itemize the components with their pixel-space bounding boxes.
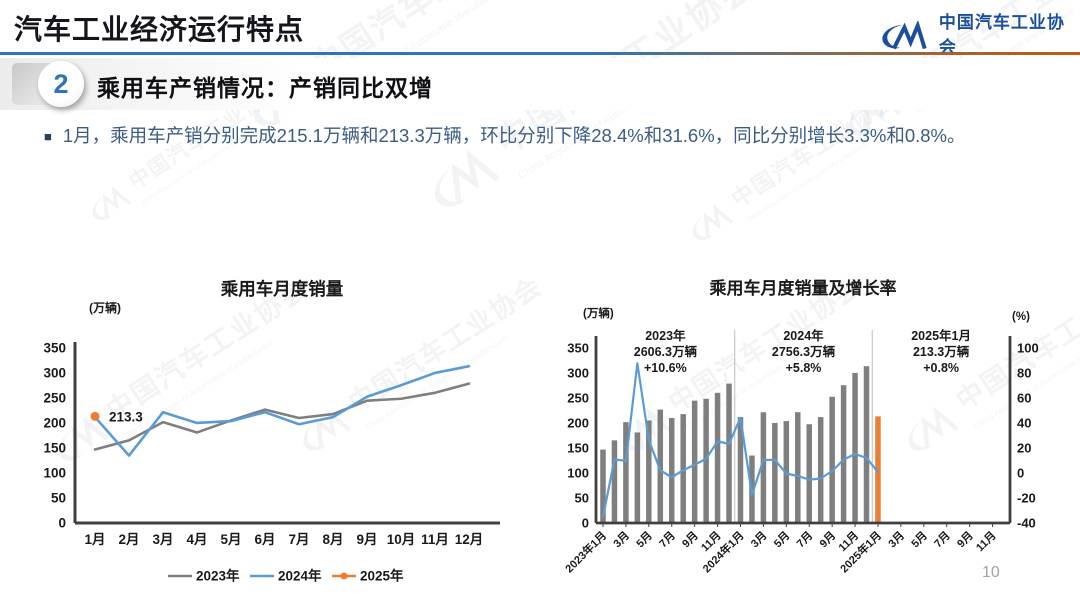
svg-text:60: 60	[1017, 391, 1031, 406]
svg-text:乘用车月度销量及增长率: 乘用车月度销量及增长率	[709, 278, 897, 298]
svg-text:100: 100	[1017, 341, 1039, 356]
svg-text:50: 50	[51, 491, 66, 506]
svg-text:300: 300	[43, 366, 66, 381]
svg-text:2024年: 2024年	[278, 568, 322, 584]
svg-text:3月: 3月	[611, 529, 632, 550]
section-number-badge: 2	[38, 61, 84, 107]
summary-bullet: ■ 1月，乘用车产销分别完成215.1万辆和213.3万辆，环比分别下降28.4…	[44, 122, 1049, 151]
caam-logo-icon	[882, 20, 927, 49]
svg-text:50: 50	[575, 491, 589, 506]
svg-text:7月: 7月	[657, 529, 678, 550]
svg-text:6月: 6月	[254, 532, 275, 547]
svg-text:150: 150	[567, 441, 589, 456]
svg-text:乘用车月度销量: 乘用车月度销量	[220, 279, 344, 299]
monthly-sales-line-chart: 乘用车月度销量 (万辆) 0 50 100 150 200 250 300 350 1月 2月 3月 4月…	[43, 279, 500, 584]
svg-text:7月: 7月	[794, 529, 815, 550]
svg-text:200: 200	[567, 416, 589, 431]
svg-text:-20: -20	[1017, 491, 1036, 506]
logo-org-name: 中国汽车工业协会	[938, 13, 1065, 57]
svg-text:300: 300	[567, 366, 589, 381]
svg-text:5月: 5月	[634, 529, 655, 550]
svg-text:(万辆): (万辆)	[89, 300, 121, 315]
svg-text:20: 20	[1017, 441, 1031, 456]
svg-text:2756.3万辆: 2756.3万辆	[772, 344, 836, 359]
svg-text:150: 150	[43, 441, 66, 456]
svg-text:+10.6%: +10.6%	[644, 361, 687, 375]
svg-text:1月: 1月	[84, 532, 105, 547]
svg-text:2月: 2月	[118, 532, 139, 547]
svg-text:0: 0	[582, 516, 589, 531]
svg-text:213.3万辆: 213.3万辆	[913, 344, 970, 359]
svg-text:9月: 9月	[954, 529, 975, 550]
svg-text:9月: 9月	[817, 529, 838, 550]
svg-text:2025年: 2025年	[360, 568, 404, 584]
svg-text:40: 40	[1017, 416, 1031, 431]
svg-text:7月: 7月	[932, 529, 953, 550]
svg-text:213.3: 213.3	[109, 409, 143, 424]
svg-text:250: 250	[567, 391, 589, 406]
svg-text:2606.3万辆: 2606.3万辆	[634, 344, 698, 359]
svg-text:2024年: 2024年	[783, 328, 824, 343]
page-title: 汽车工业经济运行特点	[14, 14, 305, 45]
svg-text:100: 100	[43, 466, 66, 481]
svg-text:0: 0	[1017, 466, 1024, 481]
svg-text:350: 350	[43, 341, 66, 356]
svg-text:350: 350	[567, 341, 589, 356]
svg-text:250: 250	[43, 391, 66, 406]
svg-text:3月: 3月	[748, 529, 769, 550]
summary-bullet-text: 1月，乘用车产销分别完成215.1万辆和213.3万辆，环比分别下降28.4%和…	[62, 125, 966, 146]
title-underline	[0, 52, 1080, 55]
svg-text:(%): (%)	[1012, 311, 1030, 323]
svg-text:3月: 3月	[152, 532, 173, 547]
page-number: 10	[982, 564, 1000, 581]
svg-text:9月: 9月	[356, 532, 377, 547]
svg-text:2023年1月: 2023年1月	[562, 528, 609, 575]
svg-text:2023年: 2023年	[196, 568, 240, 584]
svg-text:8月: 8月	[322, 532, 343, 547]
svg-text:+5.8%: +5.8%	[786, 361, 822, 375]
svg-text:9月: 9月	[679, 529, 700, 550]
svg-text:2023年: 2023年	[645, 328, 686, 343]
svg-text:0: 0	[58, 516, 66, 531]
svg-text:4月: 4月	[186, 532, 207, 547]
svg-text:10月: 10月	[387, 532, 416, 547]
svg-text:5月: 5月	[909, 529, 930, 550]
svg-text:-40: -40	[1017, 516, 1036, 531]
svg-text:2025年1月: 2025年1月	[911, 328, 971, 343]
svg-text:12月: 12月	[455, 532, 484, 547]
svg-text:200: 200	[43, 416, 66, 431]
monthly-sales-growth-chart: 乘用车月度销量及增长率(万辆) (%)2023年2606.3万辆+10.6%202…	[562, 278, 1039, 575]
svg-text:5月: 5月	[771, 529, 792, 550]
svg-text:+0.8%: +0.8%	[923, 361, 959, 375]
svg-text:80: 80	[1017, 366, 1031, 381]
svg-text:7月: 7月	[288, 532, 309, 547]
bullet-square-icon: ■	[44, 129, 52, 144]
section-title: 乘用车产销情况：产销同比双增	[97, 75, 433, 101]
svg-text:11月: 11月	[421, 532, 449, 547]
svg-text:11月: 11月	[973, 529, 998, 554]
svg-text:100: 100	[567, 466, 589, 481]
svg-text:(万辆): (万辆)	[583, 306, 614, 320]
svg-text:3月: 3月	[886, 529, 907, 550]
svg-text:5月: 5月	[220, 532, 241, 547]
section-band	[0, 58, 1080, 110]
